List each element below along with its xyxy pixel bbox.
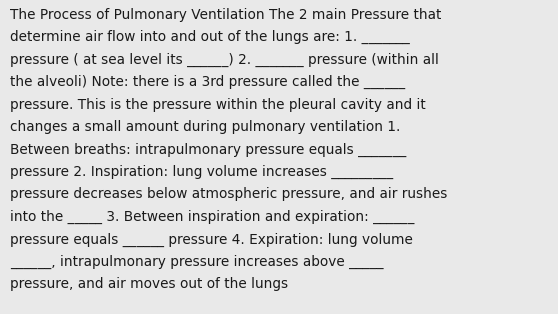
Text: pressure equals ______ pressure 4. Expiration: lung volume: pressure equals ______ pressure 4. Expir… [10,232,413,246]
Text: pressure ( at sea level its ______) 2. _______ pressure (within all: pressure ( at sea level its ______) 2. _… [10,53,439,67]
Text: Between breaths: intrapulmonary pressure equals _______: Between breaths: intrapulmonary pressure… [10,143,406,157]
Text: pressure decreases below atmospheric pressure, and air rushes: pressure decreases below atmospheric pre… [10,187,448,202]
Text: pressure. This is the pressure within the pleural cavity and it: pressure. This is the pressure within th… [10,98,426,112]
Text: pressure, and air moves out of the lungs: pressure, and air moves out of the lungs [10,277,288,291]
Text: pressure 2. Inspiration: lung volume increases _________: pressure 2. Inspiration: lung volume inc… [10,165,393,179]
Text: into the _____ 3. Between inspiration and expiration: ______: into the _____ 3. Between inspiration an… [10,210,415,224]
Text: changes a small amount during pulmonary ventilation 1.: changes a small amount during pulmonary … [10,120,401,134]
Text: determine air flow into and out of the lungs are: 1. _______: determine air flow into and out of the l… [10,30,410,45]
Text: The Process of Pulmonary Ventilation The 2 main Pressure that: The Process of Pulmonary Ventilation The… [10,8,441,22]
Text: ______, intrapulmonary pressure increases above _____: ______, intrapulmonary pressure increase… [10,255,383,269]
Text: the alveoli) Note: there is a 3rd pressure called the ______: the alveoli) Note: there is a 3rd pressu… [10,75,405,89]
